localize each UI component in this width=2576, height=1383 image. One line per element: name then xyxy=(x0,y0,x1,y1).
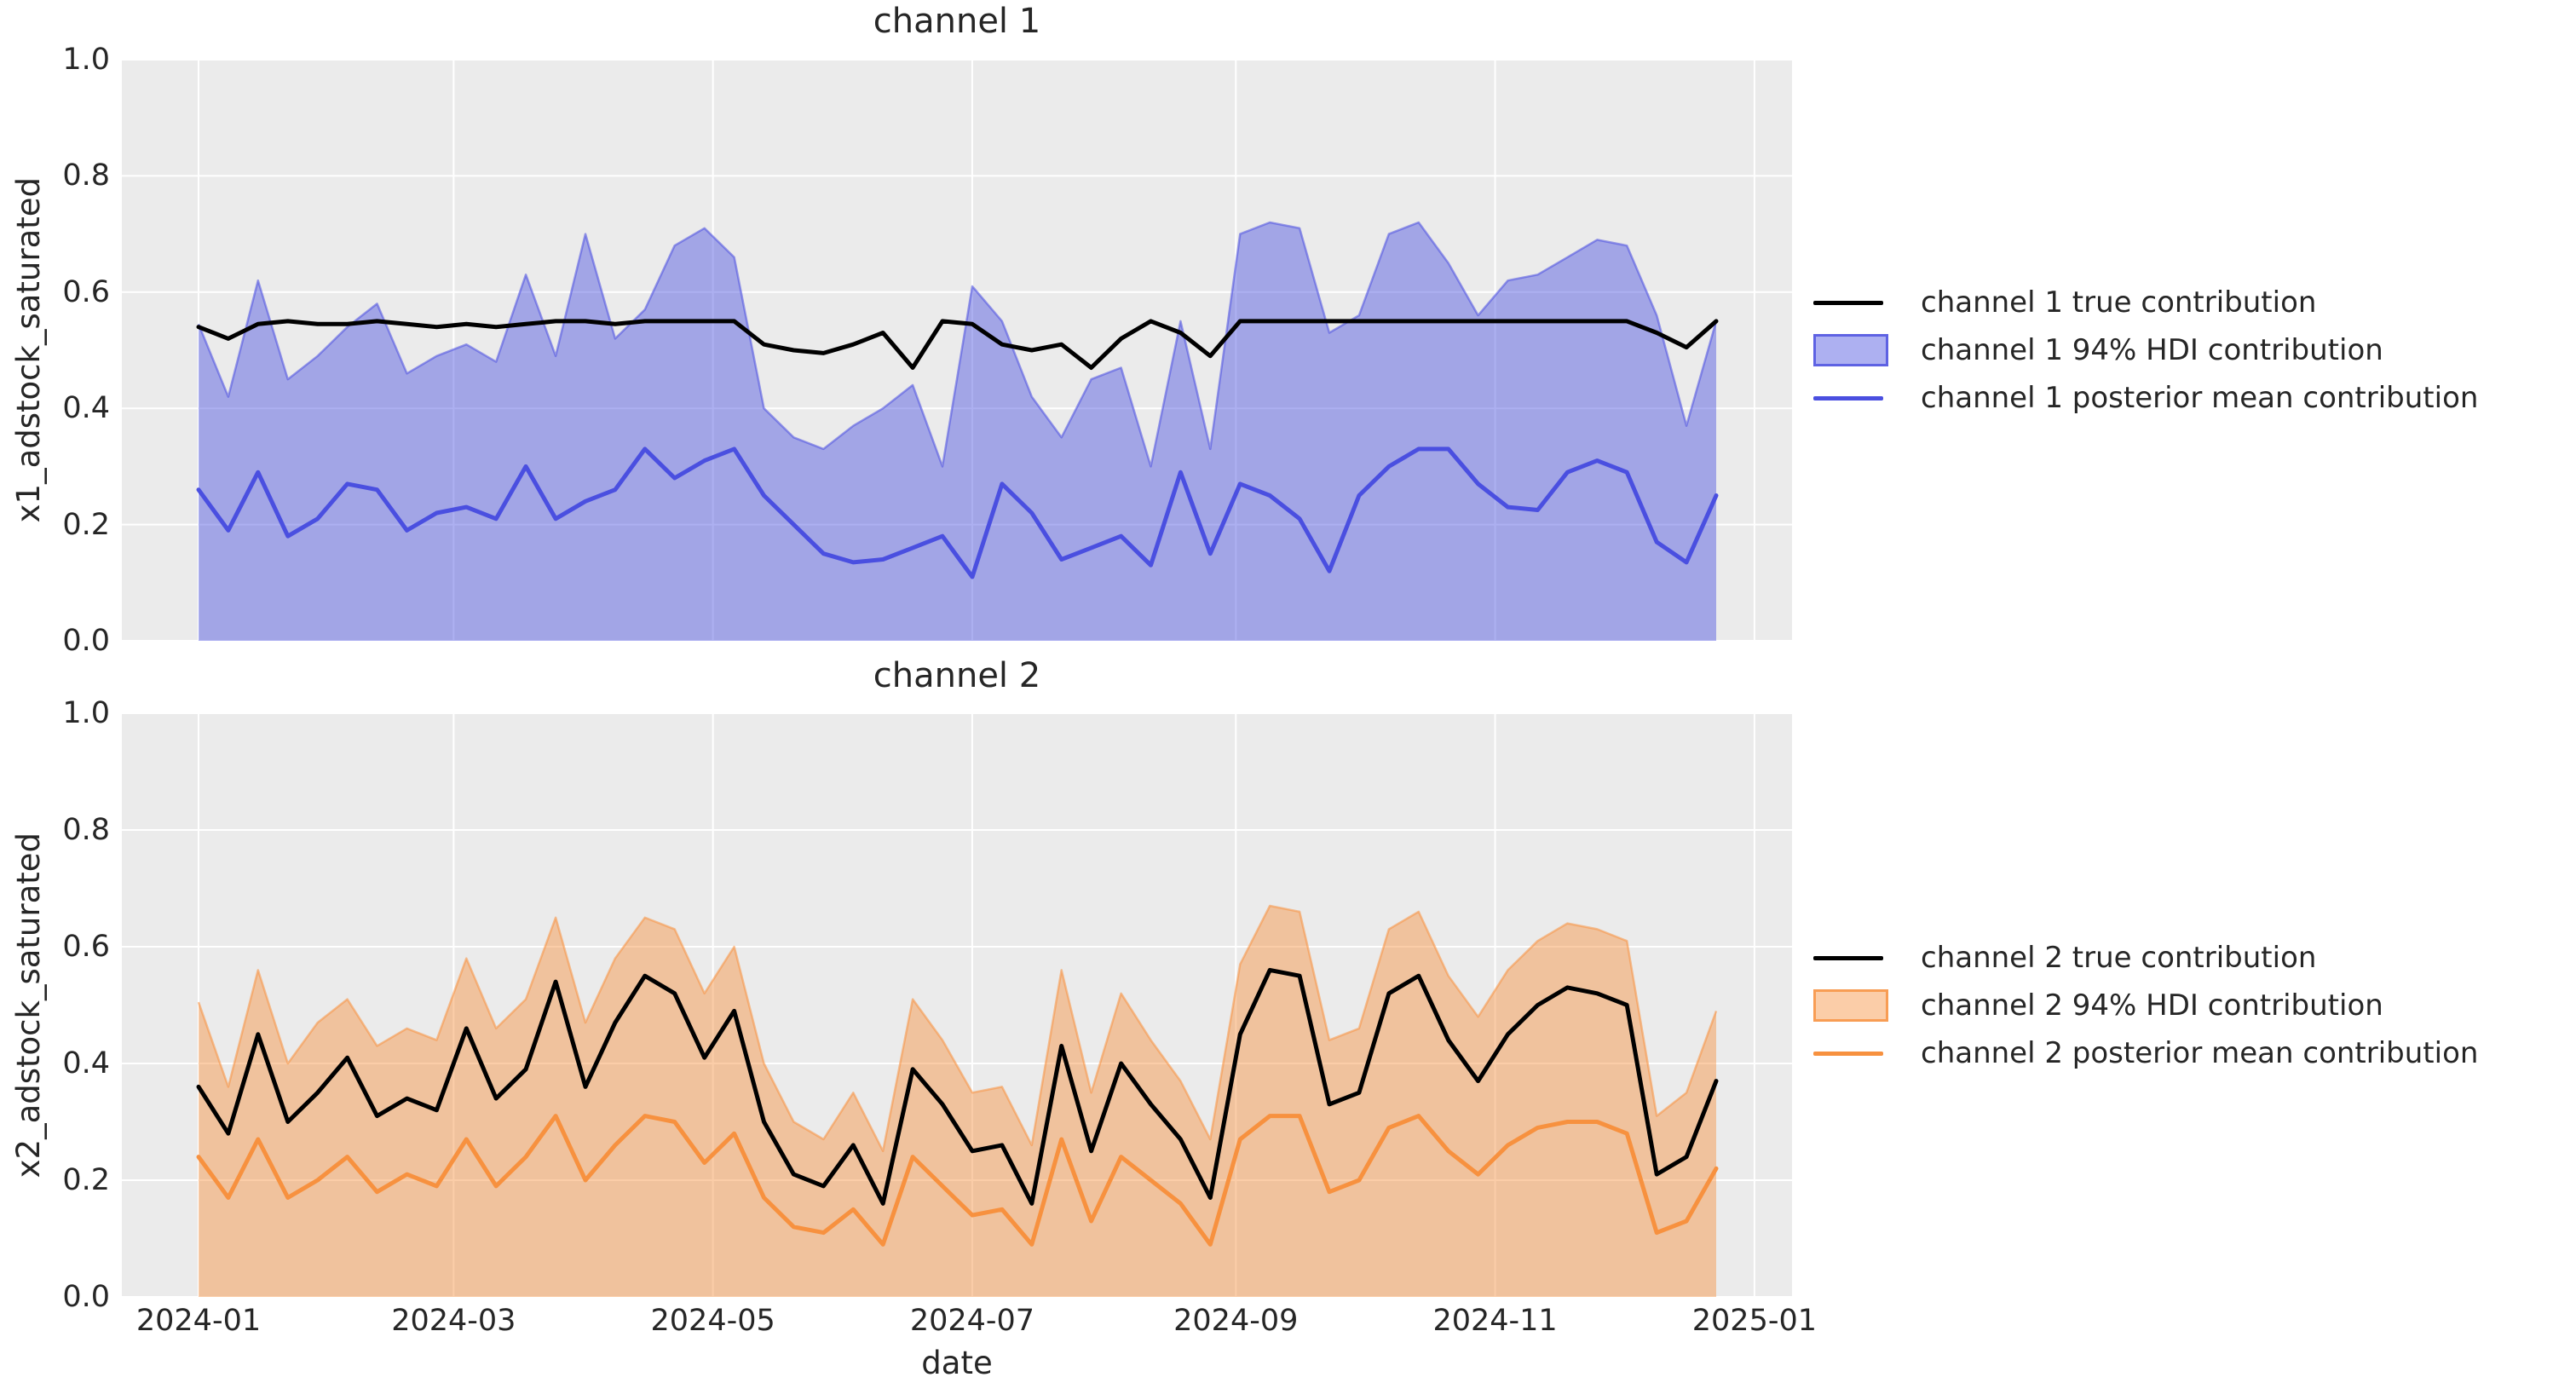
legend-item-hdi: channel 2 94% HDI contribution xyxy=(1813,982,2478,1029)
legend-label: channel 2 true contribution xyxy=(1921,941,2317,975)
x-tick-label: 2024-03 xyxy=(391,1304,516,1338)
y-tick-label: 0.6 xyxy=(62,930,110,964)
legend-label: channel 1 posterior mean contribution xyxy=(1921,381,2479,415)
y-tick-label: 0.0 xyxy=(62,1280,110,1314)
mean-line-swatch-icon xyxy=(1813,1051,1895,1056)
chart2-legend: channel 2 true contribution channel 2 94… xyxy=(1813,934,2478,1077)
true-line-swatch-icon xyxy=(1813,955,1895,960)
y-tick-label: 1.0 xyxy=(62,43,110,77)
legend-item-posterior-mean: channel 2 posterior mean contribution xyxy=(1813,1029,2478,1077)
y-tick-label: 0.6 xyxy=(62,274,110,309)
true-line xyxy=(196,319,1719,370)
hdi-band-upper-edge xyxy=(197,221,1718,468)
plot-background xyxy=(122,60,1792,641)
y-tick-label: 0.8 xyxy=(62,813,110,847)
x-tick-label: 2024-09 xyxy=(1173,1304,1299,1338)
y-tick-label: 0.4 xyxy=(62,391,110,426)
x-tick-label: 2024-11 xyxy=(1432,1304,1558,1338)
chart2-plot-area xyxy=(122,713,1792,1297)
hdi-band-upper-edge xyxy=(197,904,1718,1153)
y-tick-label: 0.8 xyxy=(62,158,110,193)
chart1-plot-area xyxy=(122,60,1792,641)
legend-label: channel 2 posterior mean contribution xyxy=(1921,1036,2479,1070)
x-tick-label: 2024-01 xyxy=(135,1304,262,1338)
hdi-band xyxy=(199,906,1716,1297)
chart1-ylabel: x1_adstock_saturated xyxy=(9,177,47,523)
chart1-ylabel-box: x1_adstock_saturated xyxy=(0,60,56,641)
chart2-ylabel-box: x2_adstock_saturated xyxy=(0,713,56,1297)
true-line xyxy=(196,967,1719,1206)
legend-item-true: channel 2 true contribution xyxy=(1813,934,2478,982)
x-tick-label: 2024-05 xyxy=(650,1304,775,1338)
legend-item-true: channel 1 true contribution xyxy=(1813,279,2478,326)
legend-label: channel 1 true contribution xyxy=(1921,285,2317,320)
mean-line-swatch-icon xyxy=(1813,395,1895,400)
true-line-swatch-icon xyxy=(1813,300,1895,305)
chart1-title: channel 1 xyxy=(873,2,1041,41)
y-tick-label: 0.2 xyxy=(62,1163,110,1197)
legend-label: channel 1 94% HDI contribution xyxy=(1921,333,2383,367)
legend-label: channel 2 94% HDI contribution xyxy=(1921,988,2383,1023)
chart1-legend: channel 1 true contribution channel 1 94… xyxy=(1813,279,2478,422)
y-tick-label: 0.2 xyxy=(62,507,110,542)
posterior-mean-line xyxy=(196,447,1719,579)
y-tick-label: 0.4 xyxy=(62,1046,110,1080)
x-tick-label: 2024-07 xyxy=(909,1304,1035,1338)
hdi-patch-swatch-icon xyxy=(1813,989,1895,1022)
y-tick-label: 0.0 xyxy=(62,624,110,658)
x-tick-label: 2025-01 xyxy=(1691,1304,1818,1338)
posterior-mean-line xyxy=(196,1114,1719,1247)
x-axis-label: date xyxy=(921,1345,993,1381)
y-tick-label: 1.0 xyxy=(62,696,110,730)
chart2-title: channel 2 xyxy=(873,656,1041,695)
legend-item-hdi: channel 1 94% HDI contribution xyxy=(1813,326,2478,374)
chart2-ylabel: x2_adstock_saturated xyxy=(9,832,47,1178)
legend-item-posterior-mean: channel 1 posterior mean contribution xyxy=(1813,374,2478,422)
hdi-patch-swatch-icon xyxy=(1813,334,1895,366)
hdi-band xyxy=(199,222,1716,641)
